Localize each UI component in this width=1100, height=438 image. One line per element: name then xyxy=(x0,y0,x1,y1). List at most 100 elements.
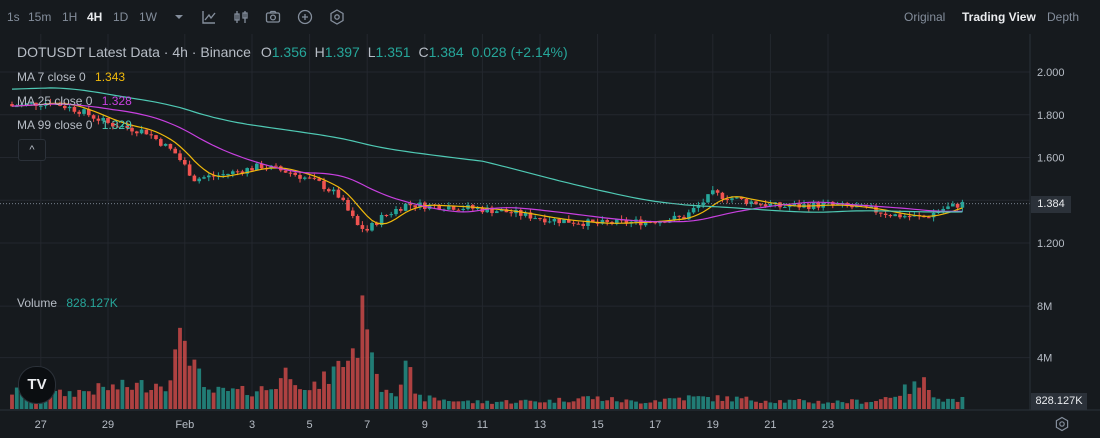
volume-bar xyxy=(715,395,720,409)
volume-bar xyxy=(739,398,744,409)
candle-body xyxy=(346,200,350,211)
volume-bar xyxy=(624,399,629,409)
volume-bar xyxy=(912,381,917,409)
indicators-icon[interactable] xyxy=(232,8,250,26)
price-chart[interactable]: 2.000 1.800 1.600 1.200 8M 4M 27 29 Feb 3 5 7 9 11 1… xyxy=(0,34,1100,438)
volume-bar xyxy=(53,390,58,409)
volume-bar xyxy=(350,348,355,409)
view-depth[interactable]: Depth xyxy=(1047,10,1080,24)
timeframe-1s[interactable]: 1s xyxy=(7,10,20,24)
legend-close-label: C xyxy=(418,44,429,60)
x-tick-label: 23 xyxy=(822,419,834,431)
volume-bar xyxy=(643,402,648,409)
candle-body xyxy=(807,204,811,209)
chevron-down-icon[interactable] xyxy=(170,8,188,26)
candle-body xyxy=(485,207,489,213)
candle-body xyxy=(288,172,293,174)
volume-bar xyxy=(365,329,370,409)
volume-bar xyxy=(946,398,950,409)
legend-low-label: L xyxy=(367,44,376,60)
volume-bar xyxy=(576,398,581,409)
volume-bar xyxy=(504,400,509,409)
candle-body xyxy=(768,203,773,207)
gear-icon[interactable] xyxy=(1054,416,1070,432)
volume-bar xyxy=(432,397,437,409)
timeframe-15m[interactable]: 15m xyxy=(28,10,52,24)
volume-bar xyxy=(163,391,168,409)
candle-body xyxy=(951,203,955,207)
volume-bar xyxy=(499,401,504,409)
candle-body xyxy=(341,197,345,201)
volume-bar xyxy=(629,400,634,409)
add-icon[interactable] xyxy=(296,8,314,26)
settings-hex-icon[interactable] xyxy=(328,8,346,26)
candle-body xyxy=(255,163,259,171)
volume-bar xyxy=(854,399,859,409)
volume-bar xyxy=(374,373,379,409)
ma7-label: MA 7 close 0 xyxy=(17,70,86,84)
volume-bar xyxy=(840,402,845,409)
candle-body xyxy=(149,134,153,136)
candle-body xyxy=(351,210,355,216)
volume-legend: Volume 828.127K xyxy=(17,296,118,310)
volume-bar xyxy=(389,393,394,409)
candle-body xyxy=(355,215,360,226)
candle-body xyxy=(327,189,331,192)
candle-body xyxy=(605,220,609,223)
volume-bar xyxy=(955,401,960,409)
view-trading-view[interactable]: Trading View xyxy=(962,10,1036,24)
volume-bar xyxy=(835,400,840,409)
candle-body xyxy=(394,209,398,215)
legend-collapse-button[interactable]: ^ xyxy=(18,139,46,161)
volume-bar xyxy=(307,390,312,409)
volume-bar xyxy=(557,397,562,409)
volume-bar xyxy=(254,391,259,409)
candle-body xyxy=(615,219,619,224)
candle-body xyxy=(759,204,763,206)
volume-bar xyxy=(106,390,110,409)
volume-bar xyxy=(418,394,422,409)
timeframe-1h[interactable]: 1H xyxy=(62,10,78,24)
volume-bar xyxy=(58,389,62,409)
volume-bar xyxy=(725,396,730,409)
volume-bar xyxy=(595,396,600,409)
x-tick-label: Feb xyxy=(175,419,194,431)
volume-bar xyxy=(288,379,293,409)
volume-bar xyxy=(139,380,144,409)
camera-icon[interactable] xyxy=(264,8,282,26)
time-axis-ticks: 27 29 Feb 3 5 7 9 11 13 15 17 19 21 23 xyxy=(35,419,834,431)
x-tick-label: 5 xyxy=(307,419,313,431)
candle-body xyxy=(653,222,657,224)
volume-bar xyxy=(778,400,782,409)
volume-bar xyxy=(494,401,499,409)
candle-body xyxy=(183,160,187,165)
volume-bar xyxy=(523,399,528,409)
volume-bar xyxy=(605,400,610,409)
candle-body xyxy=(303,177,307,179)
volume-bar xyxy=(461,401,466,409)
candle-body xyxy=(533,218,537,220)
timeframe-4h[interactable]: 4H xyxy=(87,10,103,24)
timeframe-1d[interactable]: 1D xyxy=(113,10,129,24)
candle-body xyxy=(211,175,216,177)
candle-body xyxy=(547,221,552,223)
candle-body xyxy=(139,129,144,134)
candle-body xyxy=(523,212,528,216)
volume-bar xyxy=(768,402,773,409)
volume-bar xyxy=(408,367,413,409)
candle-body xyxy=(557,218,561,224)
timeframe-1w[interactable]: 1W xyxy=(139,10,157,24)
view-original[interactable]: Original xyxy=(904,10,946,24)
volume-bar xyxy=(600,401,605,409)
volume-bar xyxy=(336,360,341,409)
volume-bar xyxy=(859,403,864,409)
tradingview-logo[interactable]: TV xyxy=(18,366,56,404)
volume-bar xyxy=(379,391,384,409)
volume-bar xyxy=(456,401,461,409)
candle-body xyxy=(24,103,29,105)
volume-bars xyxy=(10,295,965,409)
drawing-tools-icon[interactable] xyxy=(200,8,218,26)
candle-body xyxy=(672,215,677,221)
candle-body xyxy=(586,219,590,227)
volume-bar xyxy=(67,391,72,409)
